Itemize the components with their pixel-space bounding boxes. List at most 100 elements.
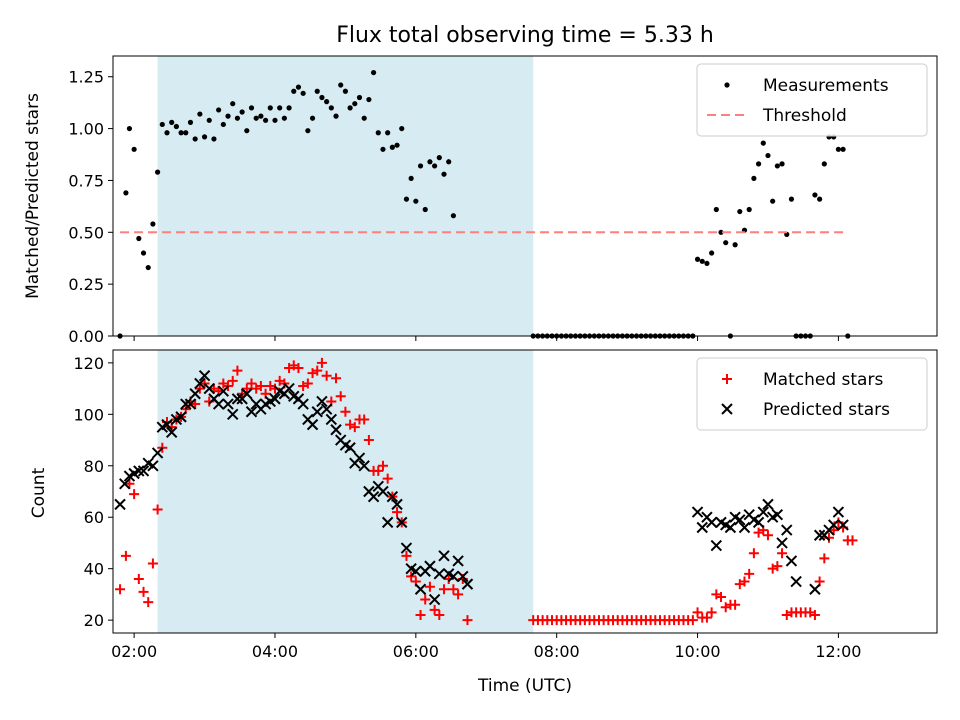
measurement-point <box>432 163 438 169</box>
bottom-y-tick-label: 40 <box>84 560 104 579</box>
measurement-point <box>704 260 710 267</box>
top-y-axis-label: Matched/Predicted stars <box>23 93 43 299</box>
matched-star-point <box>772 561 783 572</box>
predicted-star-point <box>175 411 187 423</box>
matched-star-point <box>120 550 131 561</box>
predicted-star-point <box>710 539 723 552</box>
measurement-point <box>788 196 795 202</box>
measurement-point <box>718 229 724 235</box>
matched-star-point <box>241 383 252 394</box>
measurement-point <box>821 161 827 167</box>
measurement-point <box>328 105 334 111</box>
top-plot-frame <box>112 55 938 337</box>
measurement-point <box>399 125 405 132</box>
measurement-point <box>309 115 316 121</box>
measurement-point <box>779 161 785 167</box>
measurement-point <box>413 198 419 204</box>
predicted-star-point <box>184 398 197 410</box>
predicted-star-point <box>203 382 215 395</box>
predicted-star-point <box>194 377 206 390</box>
measurement-point <box>295 84 302 90</box>
matched-star-point <box>316 357 327 368</box>
measurement-point <box>403 196 410 202</box>
measurement-point <box>169 119 175 125</box>
legend-marker-predicted-stars <box>721 403 733 415</box>
measurement-point <box>183 130 189 136</box>
predicted-star-point <box>414 583 427 595</box>
predicted-star-point <box>457 570 469 583</box>
measurement-point <box>366 96 372 103</box>
matched-star-point <box>739 576 750 587</box>
predicted-star-point <box>781 524 793 536</box>
measurement-point <box>352 101 358 107</box>
bottom-legend-frame <box>696 357 928 431</box>
matched-star-point <box>373 465 384 476</box>
predicted-star-point <box>438 550 450 562</box>
predicted-star-point <box>832 506 845 518</box>
predicted-star-point <box>283 382 295 395</box>
measurement-point <box>187 119 194 125</box>
measurement-point <box>338 82 344 88</box>
matched-star-point <box>321 370 332 381</box>
measurement-point <box>394 142 400 148</box>
top-panel: 0.00 0.25 0.50 0.75 1.00 1.25 Matched/Predict… <box>23 55 938 346</box>
predicted-star-point <box>827 519 840 531</box>
measurement-point <box>248 105 255 111</box>
measurement-point <box>123 190 129 196</box>
measurement-point <box>817 196 823 202</box>
bottom-y-axis-label: Count <box>29 467 49 518</box>
matched-star-point <box>420 594 431 605</box>
predicted-star-point <box>386 490 399 503</box>
measurement-point <box>253 115 259 121</box>
measurement-point <box>225 113 231 119</box>
matched-star-point <box>716 591 727 602</box>
measurement-point <box>450 213 456 219</box>
matched-star-point <box>152 504 163 515</box>
measurement-point <box>751 175 757 181</box>
measurement-point <box>267 105 273 111</box>
predicted-star-point <box>114 498 126 511</box>
measurement-point <box>319 94 325 101</box>
measurement-point <box>385 130 391 136</box>
top-series <box>117 69 851 339</box>
measurement-point <box>286 105 292 111</box>
predicted-star-point <box>381 516 394 529</box>
predicted-star-point <box>424 560 436 572</box>
bottom-series <box>114 357 858 626</box>
predicted-star-point <box>691 506 704 518</box>
legend-marker-matched-stars <box>722 374 732 384</box>
measurement-point <box>765 152 771 159</box>
predicted-star-point <box>785 555 798 567</box>
matched-star-point <box>744 568 755 579</box>
matched-star-point <box>331 373 342 384</box>
predicted-star-point <box>400 542 413 554</box>
matched-star-point <box>819 553 830 564</box>
bottom-x-tick-label: 10:00 <box>674 642 720 661</box>
matched-star-point <box>302 378 313 389</box>
legend-marker-measurements <box>724 82 730 88</box>
measurement-point <box>422 206 428 213</box>
measurement-point <box>220 121 226 128</box>
matched-star-point <box>429 604 440 615</box>
matched-star-point <box>138 586 149 597</box>
matched-star-point <box>448 584 459 595</box>
predicted-star-point <box>151 447 164 459</box>
matched-star-point <box>340 406 351 417</box>
measurement-point <box>300 90 306 96</box>
measurement-point <box>446 159 452 165</box>
predicted-star-point <box>771 508 784 521</box>
predicted-star-point <box>367 490 380 503</box>
bottom-y-tick-label: 80 <box>84 457 104 476</box>
measurement-point <box>342 88 349 94</box>
predicted-star-point <box>269 393 281 405</box>
measurement-point <box>732 242 738 248</box>
matched-star-point <box>147 558 158 569</box>
matched-star-point <box>453 589 464 600</box>
bottom-ticks: 02:00 04:00 06:00 08:00 10:00 12:00 20 40 60 80 10… <box>73 354 861 661</box>
measurement-point <box>417 163 424 169</box>
top-ticks: 0.00 0.25 0.50 0.75 1.00 1.25 <box>68 68 839 346</box>
predicted-star-point <box>757 506 769 518</box>
matched-star-point <box>255 381 266 392</box>
predicted-star-point <box>325 413 338 426</box>
